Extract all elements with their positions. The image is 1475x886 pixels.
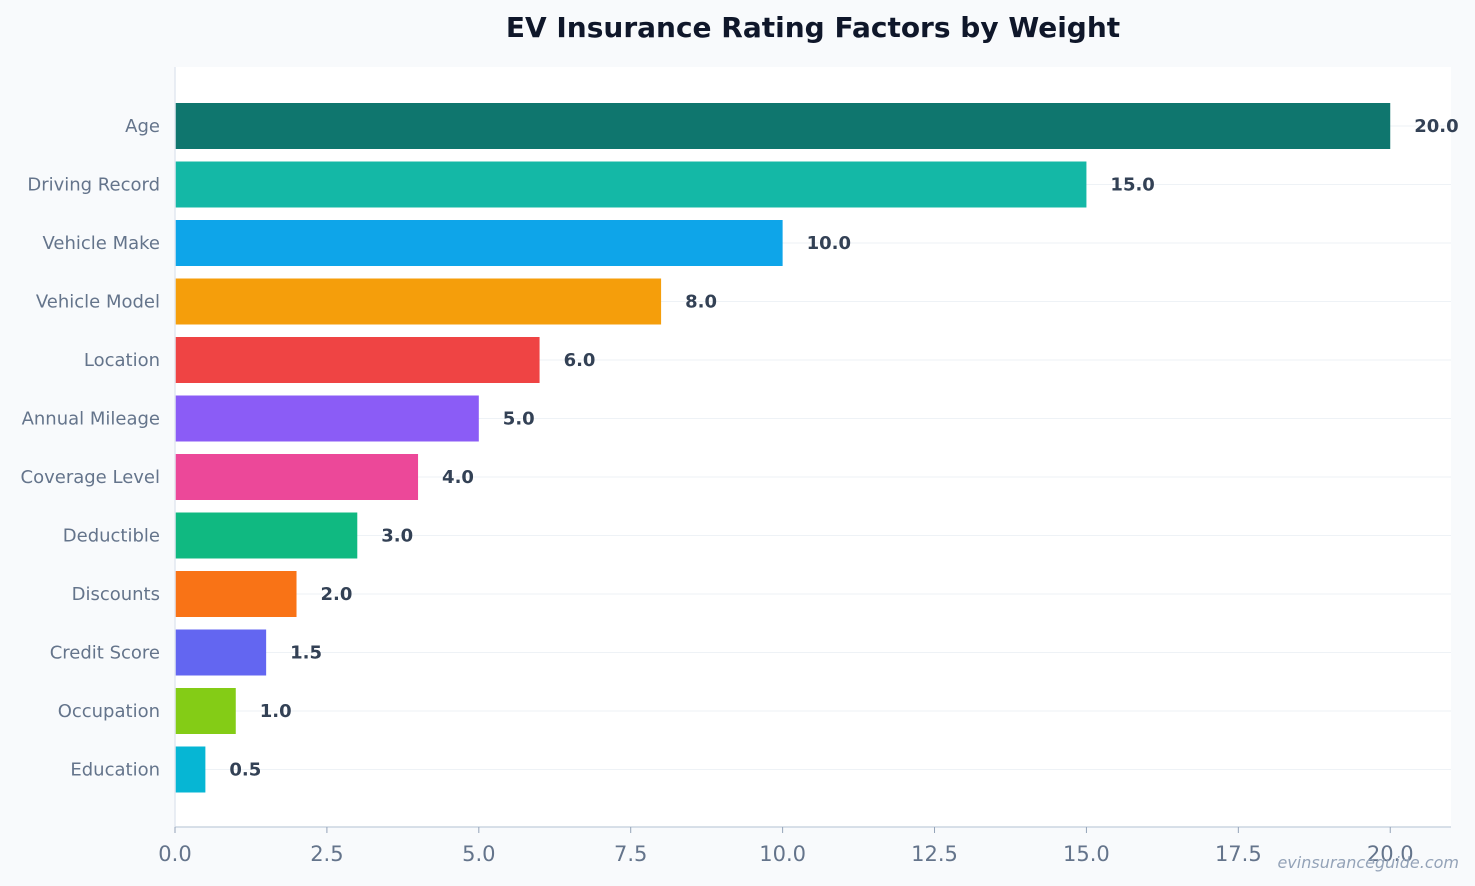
- value-label: 0.5: [229, 760, 261, 781]
- value-label: 20.0: [1414, 116, 1458, 137]
- bar: [175, 746, 206, 793]
- x-tick-label: 0.0: [158, 842, 191, 866]
- category-label: Coverage Level: [21, 467, 160, 488]
- value-label: 1.5: [290, 643, 322, 664]
- category-label: Deductible: [63, 526, 160, 547]
- bar: [175, 278, 662, 325]
- category-label: Education: [70, 760, 160, 781]
- category-label: Annual Mileage: [22, 409, 160, 430]
- value-label: 6.0: [564, 350, 596, 371]
- category-label: Driving Record: [27, 175, 160, 196]
- value-label: 2.0: [321, 584, 353, 605]
- bar: [175, 571, 297, 617]
- category-label: Credit Score: [50, 643, 160, 664]
- value-label: 4.0: [442, 467, 474, 488]
- bar: [175, 629, 267, 676]
- x-tick-label: 20.0: [1367, 842, 1414, 866]
- value-label: 1.0: [260, 701, 292, 722]
- bar: [175, 161, 1087, 208]
- value-labels: 20.0 15.0 10.0 8.0 6.0 5.0 4.0 3.0 2.0 1.5 1.0 0.5: [229, 116, 1458, 781]
- bar: [175, 103, 1391, 149]
- x-tick-label: 5.0: [462, 842, 495, 866]
- watermark-text: evinsuranceguide.com: [1277, 853, 1459, 872]
- bar: [175, 337, 540, 383]
- bar: [175, 220, 783, 266]
- category-label: Discounts: [72, 584, 160, 605]
- bar: [175, 688, 236, 734]
- value-label: 5.0: [503, 409, 535, 430]
- x-tick-label: 7.5: [614, 842, 647, 866]
- category-label: Occupation: [58, 701, 160, 722]
- bar: [175, 512, 358, 559]
- x-tick-label: 10.0: [759, 842, 806, 866]
- category-label: Age: [125, 116, 160, 137]
- value-label: 3.0: [381, 526, 413, 547]
- x-axis: 0.0 2.5 5.0 7.5 10.0 12.5 15.0 17.5 20.0: [158, 67, 1451, 866]
- category-label: Vehicle Model: [36, 292, 160, 313]
- bar: [175, 395, 479, 442]
- x-tick-label: 12.5: [911, 842, 958, 866]
- chart-title: EV Insurance Rating Factors by Weight: [506, 11, 1120, 44]
- x-tick-label: 17.5: [1215, 842, 1262, 866]
- value-label: 8.0: [685, 292, 717, 313]
- bar: [175, 454, 419, 500]
- category-labels: Age Driving Record Vehicle Make Vehicle Mod…: [21, 116, 160, 781]
- category-label: Location: [84, 350, 160, 371]
- x-tick-label: 2.5: [310, 842, 343, 866]
- bars: [175, 103, 1391, 793]
- value-label: 10.0: [807, 233, 851, 254]
- category-label: Vehicle Make: [42, 233, 160, 254]
- value-label: 15.0: [1110, 175, 1154, 196]
- x-tick-label: 15.0: [1063, 842, 1110, 866]
